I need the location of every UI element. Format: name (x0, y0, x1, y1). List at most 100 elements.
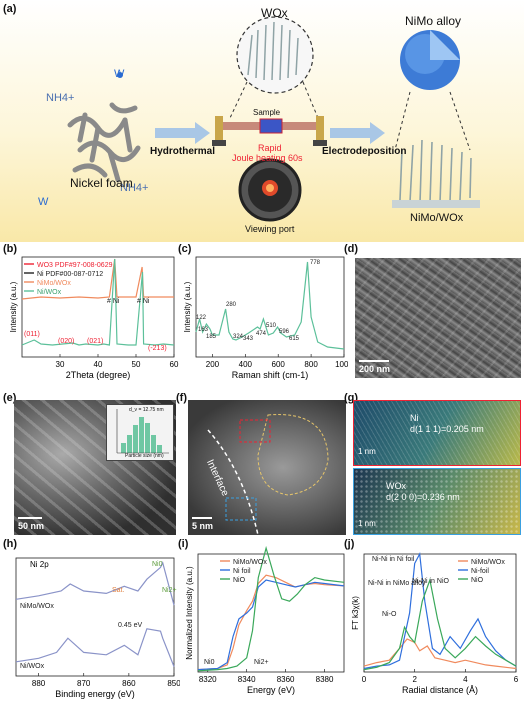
lattice-image-wox: WOx d(2 0 0)=0.236 nm 1 nm (353, 468, 521, 535)
chart-annotation: Ni2+ (162, 587, 177, 594)
nimo-wox-label: NiMo/WOx (410, 212, 464, 224)
legend-entry: WO3 PDF#97-008-0629 (37, 262, 113, 269)
chart-annotation: Ni0 (204, 659, 215, 666)
series-line-ni-wox (15, 628, 175, 667)
nimo-wox-spikes (399, 139, 472, 204)
chart-annotation: 596 (279, 329, 290, 335)
x-axis-label: 2Theta (degree) (66, 370, 131, 380)
panel-label-h: (h) (3, 538, 18, 550)
panel-label-e: (e) (3, 392, 17, 404)
chart-annotation: # Ni (137, 298, 150, 305)
viewing-port-label: Viewing port (245, 224, 295, 234)
y-axis-label: Ni 2p (30, 560, 49, 569)
series-line-ni-foil (363, 551, 517, 670)
ni-spacing: d(1 1 1)=0.205 nm (410, 424, 484, 434)
nickel-foam-label: Nickel foam (70, 176, 133, 190)
x-tick-label: 8320 (199, 675, 217, 684)
sample-label: Sample (253, 108, 281, 117)
particle-size-histogram (116, 409, 169, 454)
sample-block (259, 118, 283, 134)
legend-entry: NiO (471, 577, 484, 584)
legend-entry: NiMo/WOx (233, 559, 267, 566)
chart-annotation: Ni-Ni in NiMo alloy (368, 580, 426, 587)
sem-scale-bar (359, 360, 389, 362)
series-line-nio (363, 577, 517, 671)
chart-annotation: (020) (58, 338, 74, 345)
plot-frame (195, 256, 345, 358)
series-line-nio (197, 545, 345, 672)
series-line-ni-wox (21, 258, 175, 346)
nh4-ion-1: NH4+ (46, 92, 75, 104)
sem-image: 200 nm (355, 258, 521, 378)
series-line-nimo-wox (195, 261, 345, 350)
rapid-label: Rapid (258, 143, 282, 153)
chart-annotation: 615 (289, 336, 300, 342)
hrtem-image: Interface 5 nm (188, 400, 346, 535)
y-axis-label: FT k3χ(k) (351, 596, 360, 630)
x-tick-label: 50 (132, 360, 141, 369)
xanes-chart: 8320 8340 8360 8380 Energy (eV) Normalized In… (185, 545, 345, 695)
chart-annotation: 778 (310, 260, 321, 266)
x-axis-label: Raman shift (cm-1) (232, 370, 309, 380)
hydrothermal-arrow (155, 122, 210, 144)
panel-label-j: (j) (344, 538, 355, 550)
sem-scale-label: 200 nm (359, 364, 391, 374)
wox-spacing: d(2 0 0)=0.236 nm (386, 492, 460, 502)
y-axis-label: Normalized Intensity (a.u.) (185, 566, 194, 660)
chart-annotation: Ni-O (382, 611, 397, 618)
series-line-ni-foil (197, 579, 345, 671)
x-tick-label: 200 (206, 360, 220, 369)
lattice-image-ni: Ni d(1 1 1)=0.205 nm 1 nm (353, 400, 521, 466)
ni-scale-label: 1 nm (358, 447, 376, 456)
particle-size-inset: d_v = 12.75 nm Particle size (nm) (106, 404, 174, 461)
xrd-chart: 30 40 50 60 2Theta (degree) Intensity (a.u.) W… (9, 256, 179, 380)
x-tick-label: 60 (170, 360, 179, 369)
x-tick-label: 1000 (335, 360, 348, 369)
nimo-alloy-label: NiMo alloy (405, 14, 462, 28)
x-tick-label: 8380 (316, 675, 334, 684)
panel-label-c: (c) (178, 243, 192, 255)
legend-entry: Ni-foil (471, 568, 489, 575)
x-axis-label: Radial distance (Å) (402, 685, 478, 695)
schematic-graphics (67, 16, 480, 222)
y-axis-label: Intensity (a.u.) (9, 281, 18, 332)
chart-annotation: Ni/WOx (20, 663, 45, 670)
hrtem-overlay (207, 414, 329, 535)
x-tick-label: 600 (272, 360, 286, 369)
wox-scale-label: 1 nm (358, 519, 376, 528)
x-axis-label: Binding energy (eV) (55, 689, 135, 699)
x-tick-label: 800 (304, 360, 318, 369)
chart-annotation: (-213) (148, 345, 167, 352)
chart-annotation: 280 (226, 302, 237, 308)
chart-annotation: (011) (24, 331, 40, 338)
chart-annotation: (021) (87, 338, 103, 345)
x-axis-label: Energy (eV) (247, 685, 295, 695)
exafs-chart: 0 2 4 6 Radial distance (Å) FT k3χ(k) NiMo/WOx… (351, 551, 519, 695)
nickel-foam-illustration (67, 102, 141, 183)
chart-annotation: Ni2+ (254, 659, 269, 666)
xps-chart: 880 870 860 850 Binding energy (eV) Ni 2p Sat.… (15, 557, 180, 699)
y-axis-label: Intensity (a.u.) (183, 281, 192, 332)
nh4-ion-2: NH4+ (120, 182, 149, 194)
electrodeposition-arrow (330, 122, 385, 144)
legend-entry: NiO (233, 577, 246, 584)
wox-lattice-label: WOx (386, 481, 406, 491)
x-tick-label: 40 (94, 360, 103, 369)
joule-heating-label: Joule heating 60s (232, 153, 303, 163)
chart-annotation: 163 (198, 327, 209, 333)
electrodeposition-label: Electrodeposition (322, 146, 407, 157)
chart-annotation: Ni0 (152, 561, 163, 568)
chart-annotation: Sat. (112, 587, 125, 594)
x-tick-label: 870 (77, 679, 91, 688)
chart-annotation: # Ni (107, 298, 120, 305)
raman-chart: 200 400 600 800 1000 Raman shift (cm-1) Intens… (183, 256, 348, 380)
chart-annotation: 0.45 eV (118, 622, 142, 629)
series-line-nimo-wox (197, 574, 345, 671)
tungstate-w-bottom: W (38, 196, 49, 208)
tem-image: d_v = 12.75 nm Particle size (nm) 50 nm (14, 400, 176, 535)
panel-label-f: (f) (176, 392, 187, 404)
plot-frame (363, 553, 517, 673)
legend-entry: NiMo/WOx (471, 559, 505, 566)
x-tick-label: 6 (514, 675, 519, 684)
